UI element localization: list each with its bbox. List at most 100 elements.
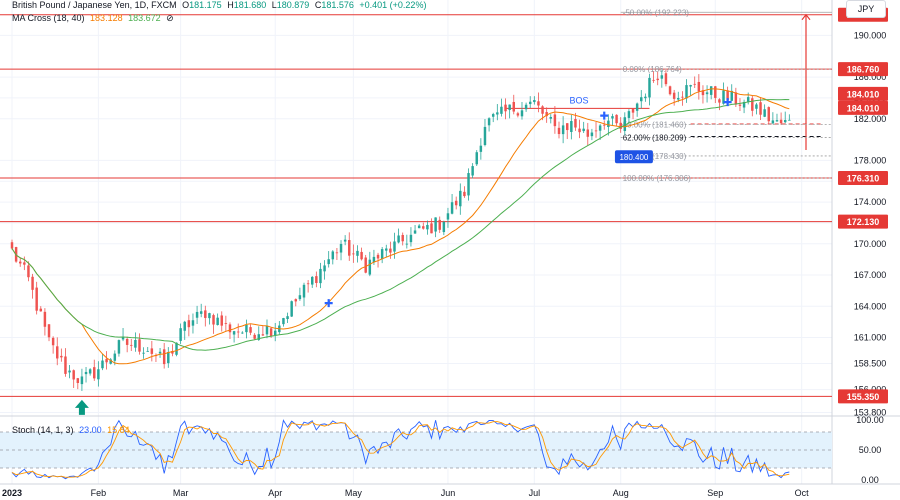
- candle-body-119: [500, 106, 503, 114]
- candle-body-97: [409, 234, 413, 243]
- level-tag-2: [838, 86, 888, 101]
- candle-body-28: [125, 338, 129, 345]
- projection-arrowhead: [801, 13, 811, 21]
- candle-body-6: [35, 287, 38, 311]
- price-tick-14: 190.000: [854, 30, 887, 40]
- candle-body-152: [635, 103, 639, 111]
- time-tick-3: Apr: [268, 488, 282, 498]
- candle-body-131: [549, 116, 553, 119]
- candle-body-141: [590, 132, 594, 137]
- candle-body-64: [273, 330, 277, 336]
- candle-body-101: [426, 224, 429, 230]
- cross-marker-icon-2: [723, 98, 732, 107]
- candle-body-150: [627, 111, 631, 118]
- candle-body-158: [660, 75, 664, 79]
- candle-body-124: [520, 110, 524, 117]
- open-value: 181.175: [189, 0, 222, 10]
- candlesticks: [10, 69, 791, 391]
- candle-body-102: [430, 223, 433, 234]
- candle-body-82: [348, 240, 351, 256]
- candle-body-148: [619, 122, 622, 129]
- candle-body-132: [553, 114, 557, 127]
- candle-body-85: [360, 251, 363, 260]
- candle-body-24: [109, 359, 112, 364]
- fib-label-3: 62.00% (180.209): [623, 133, 687, 142]
- candle-body-63: [269, 328, 273, 337]
- time-tick-6: Jul: [529, 488, 541, 498]
- candle-body-177: [738, 104, 742, 106]
- candle-body-122: [512, 101, 515, 112]
- candle-body-112: [471, 166, 474, 176]
- currency-button[interactable]: JPY: [846, 0, 886, 18]
- level-tag-4: [838, 171, 888, 186]
- time-axis[interactable]: 2023 Feb Mar Apr May Jun Jul Aug Sep Oct: [2, 488, 809, 498]
- stoch-title: Stoch (14, 1, 3): [12, 425, 74, 435]
- candle-body-98: [413, 230, 417, 234]
- candle-body-135: [565, 123, 569, 131]
- candle-body-159: [664, 73, 668, 85]
- candle-body-118: [496, 112, 499, 115]
- stoch-d-line: [11, 421, 790, 478]
- price-tick-2: 158.500: [854, 359, 887, 369]
- candle-body-160: [668, 86, 672, 95]
- symbol-legend[interactable]: British Pound / Japanese Yen, 1D, FXCM O…: [12, 0, 429, 10]
- candle-body-168: [701, 90, 705, 96]
- open-label: O: [182, 0, 190, 10]
- support-resistance-levels: BOS: [0, 13, 832, 397]
- change-value: +0.401 (+0.22%): [359, 0, 427, 10]
- buy-arrow-icon: [74, 399, 89, 415]
- candle-body-151: [631, 108, 635, 113]
- candle-body-109: [459, 190, 462, 207]
- candle-body-121: [508, 104, 511, 111]
- stochastic-lines: [11, 419, 790, 480]
- symbol-title: British Pound / Japanese Yen, 1D, FXCM: [12, 0, 177, 10]
- candle-body-2: [18, 261, 22, 264]
- price-axis[interactable]: 153.800156.000158.500161.000164.000167.0…: [838, 7, 888, 485]
- level-tag-5: [838, 214, 888, 229]
- close-value: 181.576: [321, 0, 354, 10]
- level-tag-label-2: 184.010: [847, 89, 880, 99]
- candle-body-134: [561, 125, 565, 135]
- candle-body-161: [672, 92, 676, 99]
- price-tick-4: 164.000: [854, 301, 887, 311]
- candle-body-95: [401, 234, 404, 242]
- time-tick-1: Feb: [91, 488, 107, 498]
- time-tick-2: Mar: [173, 488, 189, 498]
- candle-body-73: [311, 276, 314, 285]
- ma-legend[interactable]: MA Cross (18, 40) 183.128 183.672 ⊘: [12, 13, 177, 24]
- candle-body-173: [722, 90, 725, 104]
- candle-body-9: [47, 324, 51, 338]
- level-tag-label-6: 155.350: [847, 392, 880, 402]
- candle-body-56: [241, 332, 244, 334]
- price-tick-6: 170.000: [854, 239, 887, 249]
- candle-body-60: [257, 334, 261, 340]
- price-tick-5: 167.000: [854, 270, 887, 280]
- candle-body-166: [693, 83, 696, 85]
- eye-icon[interactable]: ⊘: [166, 13, 174, 23]
- candle-body-58: [249, 327, 252, 333]
- stoch-tick-0: 100.00: [856, 415, 884, 425]
- candle-body-59: [253, 334, 256, 339]
- candle-body-93: [393, 241, 396, 252]
- candle-body-86: [364, 257, 367, 273]
- price-tick-8: 174.000: [854, 197, 887, 207]
- candle-body-103: [434, 217, 437, 232]
- candle-body-171: [714, 86, 717, 98]
- candle-body-30: [134, 340, 137, 348]
- candle-body-94: [397, 235, 400, 243]
- stoch-k-value: 23.00: [79, 425, 102, 435]
- candle-body-81: [343, 239, 347, 242]
- candle-body-183: [763, 109, 766, 117]
- candle-body-120: [504, 104, 507, 112]
- candle-body-21: [97, 369, 100, 380]
- candle-body-186: [775, 120, 779, 122]
- candle-body-156: [652, 79, 655, 81]
- candle-body-106: [446, 213, 450, 220]
- candle-body-87: [368, 259, 372, 275]
- candle-body-41: [179, 328, 182, 341]
- bos-label: BOS: [570, 95, 589, 105]
- stoch-legend[interactable]: Stoch (14, 1, 3) 23.00 15.84: [12, 425, 133, 435]
- candle-body-72: [306, 283, 310, 285]
- candle-body-110: [463, 191, 466, 197]
